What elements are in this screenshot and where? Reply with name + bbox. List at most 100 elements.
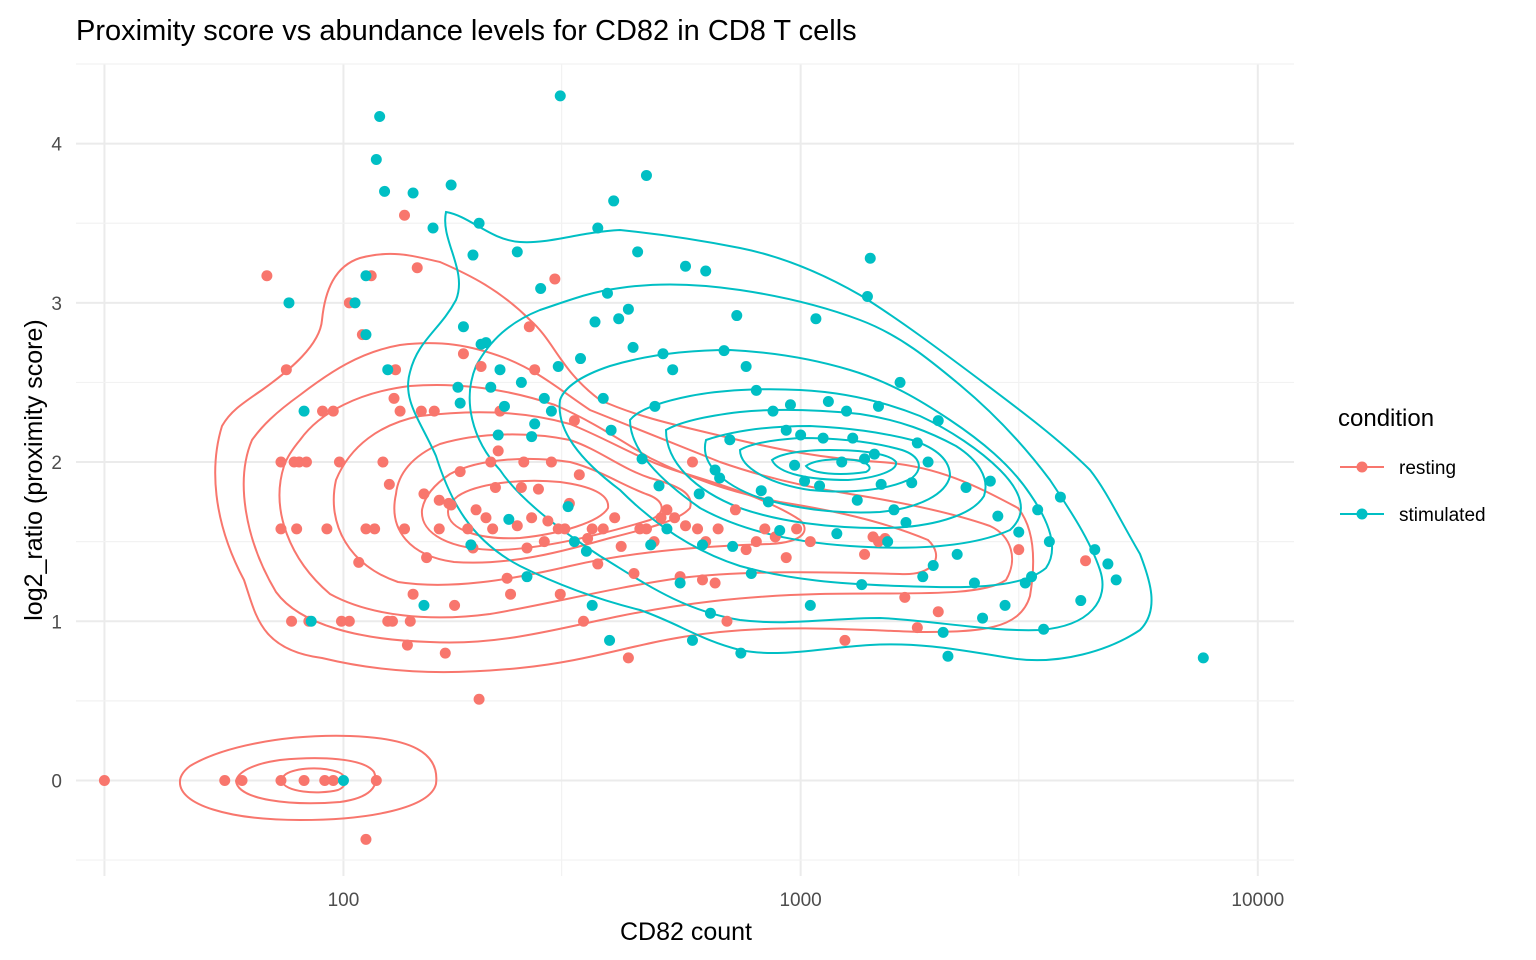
point-stimulated bbox=[1038, 623, 1050, 635]
y-tick-label: 4 bbox=[51, 135, 62, 156]
point-stimulated bbox=[817, 432, 829, 444]
point-stimulated bbox=[750, 384, 762, 396]
data-points bbox=[98, 90, 1209, 845]
point-resting bbox=[780, 552, 792, 564]
point-stimulated bbox=[613, 313, 625, 325]
point-resting bbox=[433, 523, 445, 535]
point-resting bbox=[582, 532, 594, 544]
x-tick-label: 1000 bbox=[779, 890, 821, 911]
point-stimulated bbox=[992, 510, 1004, 522]
point-stimulated bbox=[580, 545, 592, 557]
point-stimulated bbox=[337, 774, 349, 786]
point-stimulated bbox=[521, 571, 533, 583]
point-resting bbox=[489, 482, 501, 494]
point-stimulated bbox=[745, 567, 757, 579]
point-resting bbox=[899, 591, 911, 603]
point-resting bbox=[586, 523, 598, 535]
point-stimulated bbox=[984, 475, 996, 487]
point-stimulated bbox=[427, 222, 439, 234]
point-stimulated bbox=[755, 485, 767, 497]
point-stimulated bbox=[589, 316, 601, 328]
y-axis-title: log2_ratio (proximity score) bbox=[20, 319, 48, 621]
point-resting bbox=[521, 542, 533, 554]
point-resting bbox=[485, 456, 497, 468]
point-stimulated bbox=[951, 548, 963, 560]
point-stimulated bbox=[851, 494, 863, 506]
point-resting bbox=[399, 209, 411, 221]
point-stimulated bbox=[767, 405, 779, 417]
point-stimulated bbox=[937, 626, 949, 638]
point-resting bbox=[759, 523, 771, 535]
point-stimulated bbox=[1043, 536, 1055, 548]
point-resting bbox=[932, 606, 944, 618]
point-resting bbox=[669, 512, 681, 524]
point-stimulated bbox=[1032, 504, 1044, 516]
point-stimulated bbox=[789, 459, 801, 471]
point-resting bbox=[236, 774, 248, 786]
point-stimulated bbox=[473, 217, 485, 229]
point-stimulated bbox=[864, 252, 876, 264]
point-stimulated bbox=[674, 577, 686, 589]
point-stimulated bbox=[382, 364, 394, 376]
point-stimulated bbox=[485, 381, 497, 393]
point-stimulated bbox=[360, 329, 372, 341]
point-stimulated bbox=[861, 290, 873, 302]
point-resting bbox=[545, 456, 557, 468]
point-resting bbox=[740, 544, 752, 556]
point-resting bbox=[286, 615, 298, 627]
point-stimulated bbox=[774, 525, 786, 537]
point-stimulated bbox=[780, 424, 792, 436]
point-resting bbox=[542, 515, 554, 527]
point-stimulated bbox=[1110, 574, 1122, 586]
point-stimulated bbox=[799, 475, 811, 487]
point-resting bbox=[1080, 555, 1092, 567]
point-resting bbox=[219, 774, 231, 786]
legend-label: resting bbox=[1399, 458, 1456, 479]
point-stimulated bbox=[731, 310, 743, 322]
point-stimulated bbox=[653, 480, 665, 492]
point-stimulated bbox=[900, 517, 912, 529]
point-stimulated bbox=[592, 222, 604, 234]
point-resting bbox=[804, 536, 816, 548]
point-resting bbox=[462, 523, 474, 535]
point-stimulated bbox=[538, 392, 550, 404]
point-resting bbox=[343, 615, 355, 627]
point-resting bbox=[327, 405, 339, 417]
point-stimulated bbox=[714, 472, 726, 484]
point-stimulated bbox=[831, 528, 843, 540]
legend-item-stimulated: stimulated bbox=[1340, 505, 1486, 526]
point-stimulated bbox=[999, 599, 1011, 611]
y-tick-label: 3 bbox=[51, 294, 62, 315]
point-stimulated bbox=[467, 249, 479, 261]
point-stimulated bbox=[418, 599, 430, 611]
point-stimulated bbox=[552, 361, 564, 373]
point-stimulated bbox=[636, 453, 648, 465]
point-stimulated bbox=[1026, 571, 1038, 583]
point-stimulated bbox=[601, 287, 613, 299]
point-resting bbox=[418, 488, 430, 500]
point-resting bbox=[383, 478, 395, 490]
point-stimulated bbox=[649, 400, 661, 412]
point-resting bbox=[505, 588, 517, 600]
point-resting bbox=[407, 588, 419, 600]
point-stimulated bbox=[1054, 491, 1066, 503]
point-stimulated bbox=[667, 364, 679, 376]
point-resting bbox=[538, 536, 550, 548]
point-resting bbox=[492, 445, 504, 457]
contour-resting bbox=[393, 433, 692, 564]
point-stimulated bbox=[494, 364, 506, 376]
point-resting bbox=[291, 523, 303, 535]
contour-stimulated bbox=[804, 458, 871, 475]
point-resting bbox=[370, 774, 382, 786]
contour-stimulated bbox=[407, 210, 1153, 662]
point-stimulated bbox=[492, 429, 504, 441]
point-stimulated bbox=[526, 431, 538, 443]
chart-title: Proximity score vs abundance levels for … bbox=[76, 15, 857, 47]
legend-key-point bbox=[1356, 508, 1368, 520]
point-resting bbox=[360, 523, 372, 535]
point-resting bbox=[573, 469, 585, 481]
point-stimulated bbox=[810, 313, 822, 325]
point-stimulated bbox=[1013, 526, 1025, 538]
point-stimulated bbox=[640, 169, 652, 181]
point-resting bbox=[421, 552, 433, 564]
